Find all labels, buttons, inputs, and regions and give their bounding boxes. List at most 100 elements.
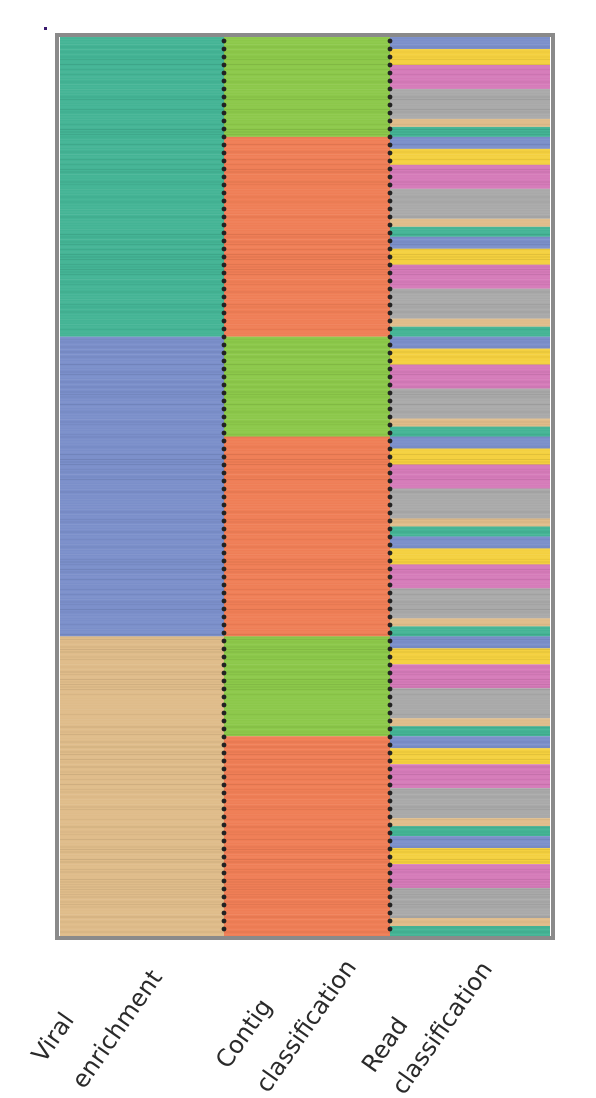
- read-classification-band-4-1: [390, 448, 550, 465]
- separator-dot-1: [387, 838, 393, 844]
- separator-dot-0: [221, 910, 227, 916]
- read-classification-band-5-2: [390, 564, 550, 589]
- separator-dot-1: [387, 174, 393, 180]
- separator-dot-1: [387, 118, 393, 124]
- read-classification-band-8-5: [390, 926, 550, 936]
- separator-dot-1: [387, 614, 393, 620]
- separator-dot-1: [387, 926, 393, 932]
- separator-dot-0: [221, 886, 227, 892]
- separator-dot-0: [221, 358, 227, 364]
- separator-dot-0: [221, 46, 227, 52]
- separator-dot-0: [221, 502, 227, 508]
- separator-dot-0: [221, 238, 227, 244]
- separator-dot-1: [387, 414, 393, 420]
- separator-dot-0: [221, 774, 227, 780]
- separator-dot-1: [387, 126, 393, 132]
- separator-dot-1: [387, 206, 393, 212]
- separator-dot-0: [221, 302, 227, 308]
- separator-dot-1: [387, 230, 393, 236]
- separator-dot-0: [221, 630, 227, 636]
- separator-dot-1: [387, 470, 393, 476]
- separator-dot-0: [221, 510, 227, 516]
- separator-dot-0: [221, 446, 227, 452]
- read-classification-band-1-5: [390, 226, 550, 237]
- separator-dot-0: [221, 798, 227, 804]
- viral-enrichment-block-1: [60, 336, 224, 637]
- read-classification-band-8-3: [390, 888, 550, 919]
- separator-dot-1: [387, 326, 393, 332]
- read-classification-band-8-2: [390, 864, 550, 889]
- separator-dot-1: [387, 94, 393, 100]
- separator-dot-0: [221, 70, 227, 76]
- read-classification-band-3-2: [390, 364, 550, 389]
- read-classification-band-5-0: [390, 536, 550, 549]
- separator-dot-1: [387, 854, 393, 860]
- separator-dot-0: [221, 822, 227, 828]
- contig-classification-block-0: [224, 37, 390, 137]
- read-classification-band-5-5: [390, 626, 550, 637]
- separator-dot-0: [221, 726, 227, 732]
- separator-dot-0: [221, 390, 227, 396]
- separator-dot-1: [387, 182, 393, 188]
- separator-dot-0: [221, 662, 227, 668]
- separator-dot-1: [387, 886, 393, 892]
- separator-dot-1: [387, 606, 393, 612]
- separator-dot-1: [387, 782, 393, 788]
- separator-dot-0: [221, 190, 227, 196]
- separator-dot-0: [221, 142, 227, 148]
- separator-dot-1: [387, 390, 393, 396]
- separator-dot-0: [221, 54, 227, 60]
- column-label-viral-line2: enrichment: [66, 965, 168, 1094]
- separator-dot-1: [387, 566, 393, 572]
- separator-dot-0: [221, 854, 227, 860]
- read-classification-band-1-0: [390, 136, 550, 149]
- read-classification-band-3-3: [390, 388, 550, 419]
- separator-dot-1: [387, 38, 393, 44]
- separator-dot-0: [221, 262, 227, 268]
- separator-dot-1: [387, 670, 393, 676]
- separator-dot-1: [387, 494, 393, 500]
- read-classification-band-5-3: [390, 588, 550, 619]
- separator-dot-0: [221, 534, 227, 540]
- separator-dot-0: [221, 830, 227, 836]
- read-classification-band-4-5: [390, 526, 550, 537]
- read-classification-band-5-4: [390, 618, 550, 627]
- separator-dot-1: [387, 334, 393, 340]
- separator-dot-0: [221, 118, 227, 124]
- separator-dot-0: [221, 86, 227, 92]
- column-label-contig-line2: classification: [250, 954, 362, 1097]
- separator-dot-1: [387, 510, 393, 516]
- separator-dot-0: [221, 750, 227, 756]
- separator-dot-0: [221, 622, 227, 628]
- separator-dot-1: [387, 550, 393, 556]
- read-classification-band-3-1: [390, 348, 550, 365]
- separator-dot-1: [387, 822, 393, 828]
- read-classification-band-2-0: [390, 236, 550, 249]
- separator-dot-1: [387, 574, 393, 580]
- separator-dot-0: [221, 62, 227, 68]
- separator-dot-1: [387, 286, 393, 292]
- contig-classification-block-5: [224, 736, 390, 936]
- read-classification-band-1-2: [390, 164, 550, 189]
- separator-dot-1: [387, 638, 393, 644]
- separator-dot-0: [221, 542, 227, 548]
- separator-dot-1: [387, 622, 393, 628]
- separator-dot-1: [387, 878, 393, 884]
- separator-dot-1: [387, 62, 393, 68]
- separator-dot-0: [221, 398, 227, 404]
- read-classification-band-2-1: [390, 248, 550, 265]
- separator-dot-0: [221, 670, 227, 676]
- read-classification-band-4-4: [390, 518, 550, 527]
- read-classification-band-7-4: [390, 818, 550, 827]
- separator-dot-0: [221, 470, 227, 476]
- separator-dot-1: [387, 134, 393, 140]
- separator-dot-0: [221, 806, 227, 812]
- read-classification-band-6-5: [390, 726, 550, 737]
- separator-dot-1: [387, 478, 393, 484]
- separator-dot-1: [387, 486, 393, 492]
- separator-dot-0: [221, 478, 227, 484]
- plot-frame: [55, 33, 555, 940]
- separator-dot-0: [221, 454, 227, 460]
- read-classification-band-5-1: [390, 548, 550, 565]
- separator-dot-1: [387, 270, 393, 276]
